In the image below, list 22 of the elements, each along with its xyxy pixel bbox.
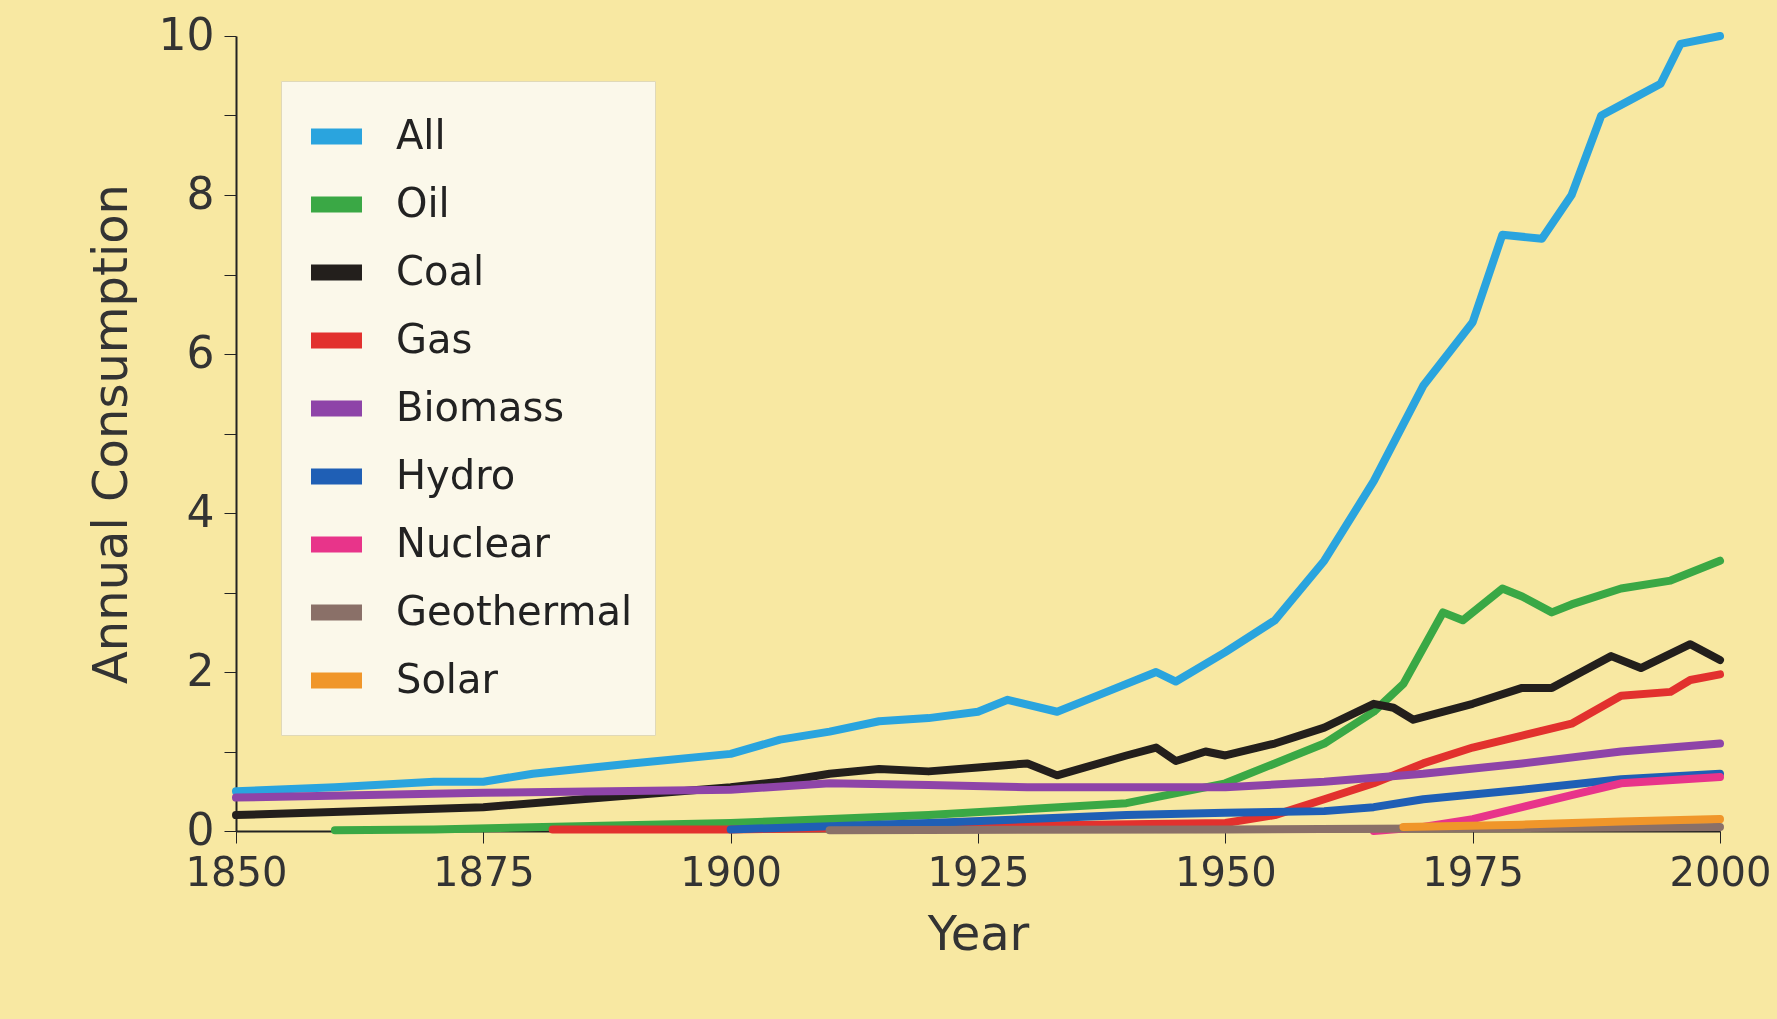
y-tick-label: 4 (186, 485, 215, 537)
y-tick-label: 6 (186, 326, 215, 378)
x-axis-title: Year (926, 904, 1030, 961)
legend-label: Geothermal (396, 587, 633, 634)
y-tick-label: 2 (186, 644, 215, 696)
y-tick-label: 8 (186, 167, 215, 219)
x-tick-label: 1950 (1174, 848, 1277, 895)
legend-label: Solar (396, 655, 499, 702)
x-tick-label: 1900 (680, 848, 783, 895)
legend-label: Hydro (396, 451, 516, 498)
legend-label: Oil (396, 179, 450, 226)
legend-label: Nuclear (396, 519, 551, 566)
y-tick-label: 10 (158, 8, 215, 60)
x-tick-label: 2000 (1669, 848, 1772, 895)
y-axis-title: Annual Consumption (81, 183, 138, 685)
legend-label: All (396, 111, 446, 158)
x-tick-label: 1875 (432, 848, 535, 895)
legend-label: Biomass (396, 383, 565, 430)
x-tick-label: 1975 (1422, 848, 1525, 895)
legend-label: Coal (396, 247, 485, 294)
legend-label: Gas (396, 315, 473, 362)
x-tick-label: 1925 (927, 848, 1030, 895)
